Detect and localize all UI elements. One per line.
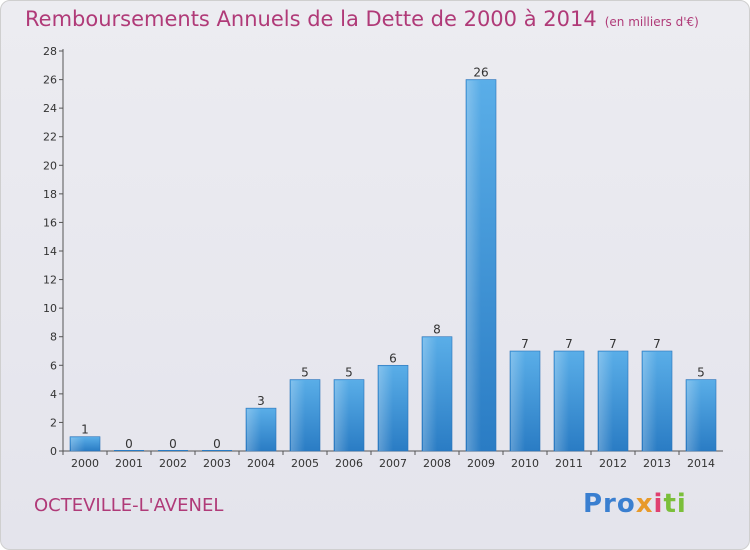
data-label: 26 xyxy=(473,66,488,80)
x-tick-label: 2005 xyxy=(291,457,319,470)
bar-highlight xyxy=(291,380,305,451)
data-label: 3 xyxy=(257,394,265,408)
x-tick-label: 2007 xyxy=(379,457,407,470)
data-label: 6 xyxy=(389,351,397,365)
x-tick-label: 2006 xyxy=(335,457,363,470)
x-tick-label: 2009 xyxy=(467,457,495,470)
data-label: 5 xyxy=(301,366,309,380)
labels: 2000 1 2001 0 2002 0 2003 0 2004 3 2005 5 2006 5 2007 6… xyxy=(71,66,715,470)
data-label: 0 xyxy=(169,437,177,451)
y-tick-label: 16 xyxy=(43,216,57,229)
y-tick-label: 4 xyxy=(50,388,57,401)
y-tick-label: 8 xyxy=(50,331,57,344)
x-tick-label: 2013 xyxy=(643,457,671,470)
data-label: 1 xyxy=(81,423,89,437)
bar-highlight xyxy=(247,409,261,451)
data-label: 8 xyxy=(433,323,441,337)
chart-subtitle: (en milliers d'€) xyxy=(604,15,699,29)
bar-highlight xyxy=(687,380,701,451)
bar-highlight xyxy=(423,337,437,451)
data-label: 7 xyxy=(565,337,573,351)
chart-title: Remboursements Annuels de la Dette de 20… xyxy=(25,7,699,31)
x-tick-label: 2012 xyxy=(599,457,627,470)
logo-part-4: ti xyxy=(663,489,687,519)
bar xyxy=(202,450,232,451)
logo-part-3: i xyxy=(653,489,664,519)
y-tick-label: 24 xyxy=(43,102,57,115)
bar-highlight xyxy=(335,380,349,451)
data-label: 7 xyxy=(521,337,529,351)
bar-highlight xyxy=(71,437,85,451)
logo-part-1: Pro xyxy=(583,489,636,519)
x-tick-label: 2002 xyxy=(159,457,187,470)
x-tick-label: 2010 xyxy=(511,457,539,470)
data-label: 5 xyxy=(697,366,705,380)
x-tick-label: 2001 xyxy=(115,457,143,470)
y-tick-label: 0 xyxy=(50,445,57,458)
bar-highlight xyxy=(511,352,525,451)
y-tick-label: 28 xyxy=(43,45,57,58)
y-tick-label: 22 xyxy=(43,131,57,144)
y-tick-label: 20 xyxy=(43,159,57,172)
commune-name: OCTEVILLE-L'AVENEL xyxy=(34,495,224,516)
bar-highlight xyxy=(555,352,569,451)
bar-highlight xyxy=(599,352,613,451)
bar xyxy=(158,450,188,451)
x-tick-label: 2000 xyxy=(71,457,99,470)
bar-highlight xyxy=(467,80,481,452)
data-label: 7 xyxy=(653,337,661,351)
y-tick-label: 2 xyxy=(50,416,57,429)
x-tick-label: 2011 xyxy=(555,457,583,470)
logo-part-2: x xyxy=(635,489,654,519)
x-tick-label: 2004 xyxy=(247,457,275,470)
data-label: 0 xyxy=(213,437,221,451)
bar-highlight xyxy=(643,352,657,451)
y-tick-label: 6 xyxy=(50,359,57,372)
data-label: 7 xyxy=(609,337,617,351)
bars xyxy=(69,79,717,452)
bar xyxy=(114,450,144,451)
y-tick-label: 18 xyxy=(43,188,57,201)
y-tick-label: 10 xyxy=(43,302,57,315)
x-tick-label: 2008 xyxy=(423,457,451,470)
y-tick-label: 14 xyxy=(43,245,57,258)
proxiti-logo: Proxiti xyxy=(583,489,687,519)
data-label: 0 xyxy=(125,437,133,451)
bar-highlight xyxy=(379,366,393,451)
y-tick-label: 12 xyxy=(43,274,57,287)
data-label: 5 xyxy=(345,366,353,380)
x-tick-label: 2014 xyxy=(687,457,715,470)
y-tick-label: 26 xyxy=(43,74,57,87)
x-tick-label: 2003 xyxy=(203,457,231,470)
